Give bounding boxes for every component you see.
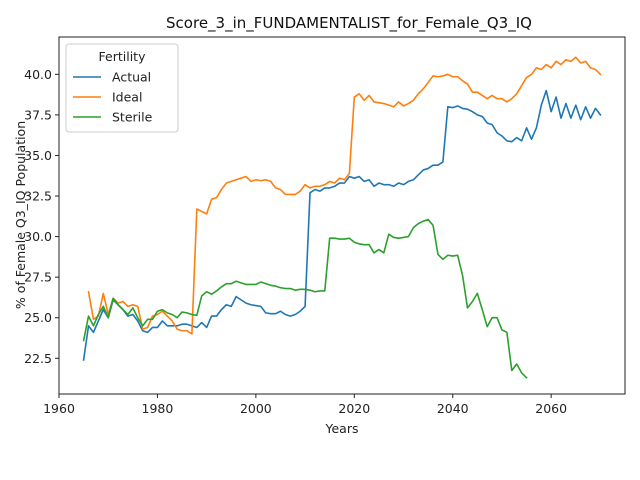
legend-box <box>65 43 179 133</box>
series-line-sterile <box>82 218 528 379</box>
x-tick-label: 2020 <box>338 401 370 416</box>
legend-label-sterile: Sterile <box>112 110 153 125</box>
series-layer <box>82 56 602 379</box>
legend: Fertility Actual Ideal Sterile <box>65 43 179 133</box>
x-axis-label: Years <box>325 421 359 436</box>
legend-entries: Actual Ideal Sterile <box>73 70 153 125</box>
x-tick-label: 1960 <box>43 401 75 416</box>
y-tick-label: 37.5 <box>24 107 52 122</box>
x-tick-label: 2040 <box>437 401 469 416</box>
y-tick-label: 30.0 <box>24 229 52 244</box>
y-axis-ticks: 22.5 25.0 27.5 30.0 32.5 35.0 37.5 40.0 <box>24 67 59 366</box>
y-tick-label: 35.0 <box>24 148 52 163</box>
y-tick-label: 22.5 <box>24 351 52 366</box>
chart-title: Score_3_in_FUNDAMENTALIST_for_Female_Q3_… <box>166 14 532 33</box>
plot-frame <box>58 36 626 395</box>
legend-label-actual: Actual <box>112 70 151 85</box>
x-tick-label: 1980 <box>142 401 174 416</box>
y-tick-label: 27.5 <box>24 270 52 285</box>
y-tick-label: 40.0 <box>24 67 52 82</box>
y-tick-label: 25.0 <box>24 310 52 325</box>
y-tick-label: 32.5 <box>24 189 52 204</box>
series-line-actual <box>82 89 602 361</box>
x-tick-label: 2060 <box>535 401 567 416</box>
x-axis-ticks: 1960 1980 2000 2020 2040 2060 <box>43 394 567 416</box>
legend-title: Fertility <box>99 49 147 64</box>
x-tick-label: 2000 <box>240 401 272 416</box>
series-line-ideal <box>87 56 602 335</box>
y-axis-label: % of Female Q3_IQ Population <box>13 121 28 309</box>
legend-label-ideal: Ideal <box>112 90 142 105</box>
